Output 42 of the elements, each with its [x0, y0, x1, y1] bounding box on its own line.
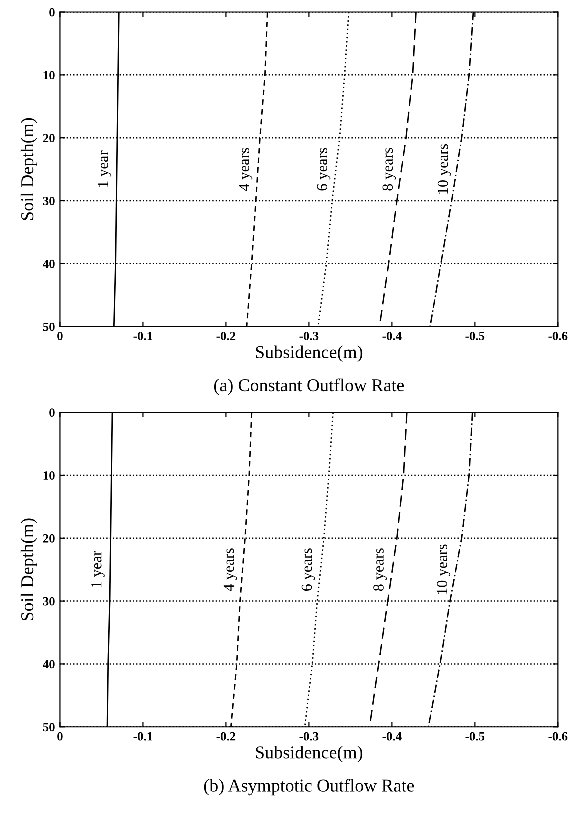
y-tick-label: 20 — [43, 134, 55, 143]
y-axis-title: Soil Depth(m) — [20, 518, 38, 621]
y-tick-label: 0 — [50, 8, 55, 17]
text: (a) Constant Outflow Rate — [214, 378, 404, 396]
text: 8 years — [382, 148, 396, 191]
x-tick-label: 0 — [58, 332, 63, 340]
x-tick-label: -0.6 — [548, 332, 568, 341]
text: 10 years — [437, 544, 451, 594]
text: 1 year — [98, 150, 112, 188]
y-tick-label: 30 — [43, 597, 55, 606]
y-tick-label: 0 — [50, 408, 55, 418]
y-axis-title: Soil Depth(m) — [20, 118, 38, 220]
y-tick-label: 40 — [43, 660, 55, 669]
y-tick-label: 30 — [43, 197, 55, 206]
x-tick-label: -0.4 — [382, 732, 402, 741]
x-tick-label: 0 — [58, 732, 63, 741]
x-tick-label: -0.1 — [134, 732, 152, 741]
y-tick-label: 20 — [43, 534, 55, 543]
x-tick-label: -0.5 — [466, 332, 485, 341]
y-tick-label: 50 — [43, 322, 55, 332]
text: 1 year — [92, 551, 105, 588]
x-tick-label: -0.4 — [382, 332, 402, 341]
x-tick-label: -0.5 — [466, 732, 485, 741]
text: 8 years — [374, 548, 388, 592]
text: 4 years — [224, 548, 238, 592]
y-tick-label: 40 — [43, 260, 55, 268]
x-tick-label: -0.6 — [548, 732, 568, 741]
text: 6 years — [302, 548, 316, 592]
x-axis-title: Subsidence(m) — [256, 746, 363, 762]
text: 10 years — [438, 144, 452, 194]
text: (b) Asymptotic Outflow Rate — [204, 779, 414, 796]
text: 6 years — [317, 148, 331, 191]
y-tick-label: 50 — [43, 723, 55, 732]
y-tick-label: 10 — [44, 472, 55, 480]
x-axis-title: Subsidence(m) — [256, 346, 363, 362]
x-tick-label: -0.3 — [300, 732, 319, 741]
text: 4 years — [239, 148, 253, 192]
x-tick-label: -0.2 — [216, 332, 236, 341]
y-tick-label: 10 — [44, 71, 55, 80]
x-tick-label: -0.1 — [134, 332, 152, 341]
x-tick-label: -0.3 — [300, 332, 319, 341]
x-tick-label: -0.2 — [216, 732, 236, 741]
